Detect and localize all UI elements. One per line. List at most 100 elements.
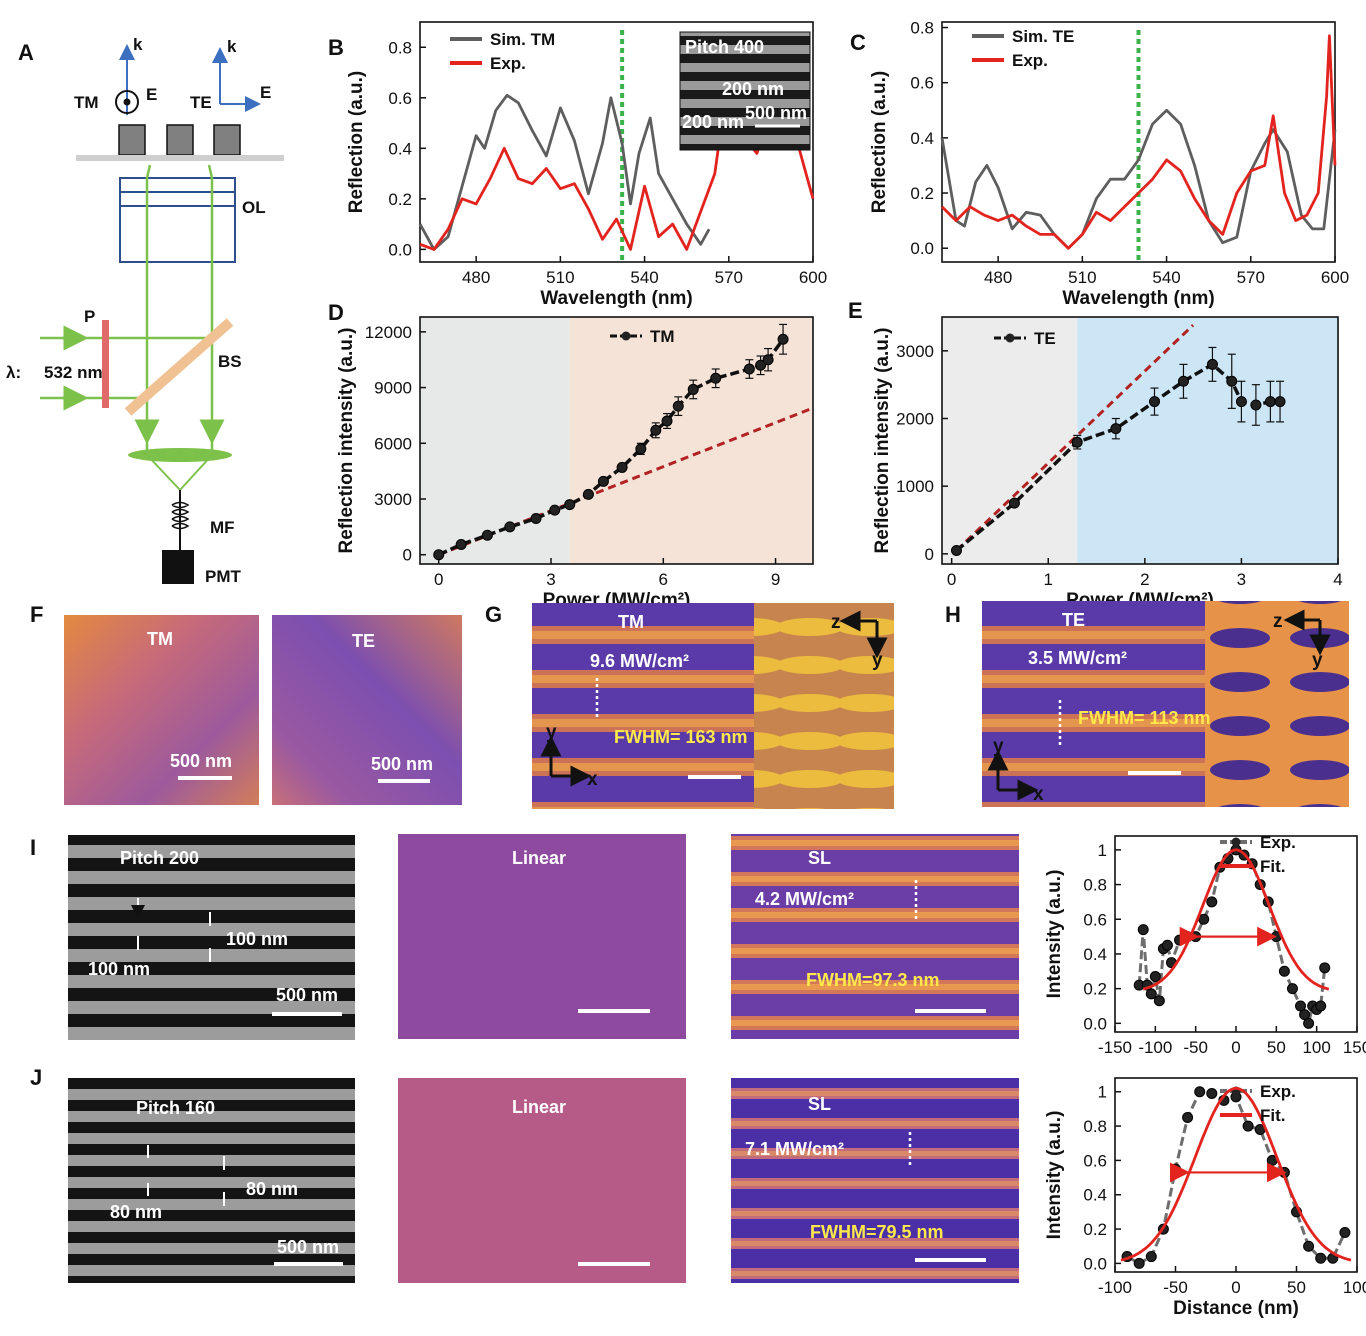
sample-block: [213, 124, 241, 156]
y-tick-label: 12000: [365, 323, 412, 342]
data-point: [582, 488, 594, 500]
x-tick-label: 2: [1140, 570, 1149, 589]
panel-label-h: H: [945, 602, 961, 627]
x-axis-label: Wavelength (nm): [1062, 288, 1214, 309]
panel-label-g: G: [485, 602, 502, 627]
data-point: [1206, 896, 1218, 908]
data-point: [1149, 970, 1161, 982]
data-point: [1242, 1120, 1254, 1132]
axis-y-label: y: [1312, 650, 1323, 671]
data-point: [597, 475, 609, 487]
plot-frame: [941, 316, 1339, 565]
sl-label-j: SL: [808, 1094, 831, 1114]
y-tick-label: 0.6: [910, 74, 934, 93]
x-axis-label: Wavelength (nm): [540, 288, 692, 309]
y-tick-label: 0.0: [1083, 1014, 1107, 1033]
x-tick-label: 6: [659, 570, 668, 589]
tm-label: TM: [74, 93, 99, 112]
legend-label: TM: [650, 327, 675, 346]
series-line-exp-: [941, 34, 1337, 250]
legend-label: Exp.: [1012, 51, 1048, 70]
data-point: [743, 363, 755, 375]
legend-marker: [621, 331, 631, 341]
y-tick-label: 0.2: [388, 190, 412, 209]
panel-label-d: D: [328, 300, 344, 325]
mf-label: MF: [210, 518, 235, 537]
data-point: [1303, 1017, 1315, 1029]
scale-f-te: 500 nm: [371, 754, 433, 774]
y-tick-label: 0.4: [1083, 945, 1107, 964]
data-point: [1303, 1240, 1315, 1252]
data-point: [455, 539, 467, 550]
schematic-diagram: k TM E k TE E OL P BS λ:: [6, 35, 284, 586]
y-tick-label: 0.6: [1083, 1151, 1107, 1170]
x-tick-label: 0: [1231, 1038, 1240, 1057]
series-line-sim-te: [940, 108, 1337, 250]
panel-label-e: E: [848, 298, 863, 323]
data-point: [1319, 962, 1331, 974]
data-point: [762, 354, 774, 366]
shade-region-right: [1077, 317, 1338, 564]
label-g-title: TM: [618, 612, 644, 632]
data-point: [549, 504, 561, 516]
data-point: [1226, 375, 1238, 387]
e-out-of-plane-icon: [115, 90, 139, 114]
axis-y-label: y: [872, 650, 883, 671]
x-tick-label: 540: [630, 268, 658, 287]
x-tick-label: 50: [1267, 1038, 1286, 1057]
data-point: [433, 549, 445, 561]
x-tick-label: 1: [1044, 570, 1053, 589]
axis-x-label: x: [1033, 784, 1044, 805]
shade-region-right: [569, 317, 813, 564]
sl-fwhm-j: FWHM=79.5 nm: [810, 1222, 944, 1242]
y-tick-label: 0.8: [1083, 1117, 1107, 1136]
legend-label: Exp.: [1260, 833, 1296, 852]
image-h-xy: [982, 601, 1205, 807]
bs-label: BS: [218, 352, 242, 371]
data-point: [1264, 396, 1276, 408]
data-point: [661, 415, 673, 427]
data-point: [1182, 1111, 1194, 1123]
y-tick-label: 0.0: [910, 239, 934, 258]
data-point: [481, 529, 493, 541]
data-point: [1250, 399, 1262, 411]
x-axis-label: Distance (nm): [1173, 1298, 1299, 1319]
wavelength-label: 532 nm: [44, 363, 103, 382]
inset-title: Pitch 400: [685, 37, 764, 57]
label-g-fwhm: FWHM= 163 nm: [614, 727, 748, 747]
y-tick-label: 0.2: [910, 184, 934, 203]
legend-label: Fit.: [1260, 857, 1286, 876]
label-h-title: TE: [1062, 610, 1085, 630]
data-point: [1170, 1163, 1181, 1175]
x-tick-label: 3: [546, 570, 555, 589]
x-tick-label: 9: [771, 570, 780, 589]
x-tick-label: 570: [1237, 268, 1265, 287]
linear-label-i: Linear: [512, 848, 566, 868]
legend-marker: [1231, 837, 1241, 847]
y-tick-label: 0.4: [910, 129, 934, 148]
panel-i-images: Pitch 200 100 nm 100 nm 500 nm Linear SL…: [68, 834, 1019, 1040]
panel-label-c: C: [850, 30, 866, 55]
y-axis-label: Intensity (a.u.): [1044, 1111, 1065, 1240]
series-line-sim-tm: [418, 93, 711, 251]
sem-label-i-2: 100 nm: [88, 959, 150, 979]
substrate: [76, 155, 284, 161]
panel-h-images: TE 3.5 MW/cm² FWHM= 113 nm y x z y: [982, 601, 1349, 807]
y-tick-label: 0.8: [388, 38, 412, 57]
y-axis-label: Reflection (a.u.): [869, 71, 890, 214]
sem-title-j: Pitch 160: [136, 1098, 215, 1118]
data-point: [1274, 396, 1286, 408]
data-point: [755, 359, 767, 371]
sem-label-j-2: 80 nm: [110, 1202, 162, 1222]
y-tick-label: 1: [1098, 841, 1107, 860]
x-tick-label: 0: [947, 570, 956, 589]
inset-sem-b: Pitch 400 200 nm 200 nm 500 nm: [679, 31, 811, 151]
inset-scale: 500 nm: [745, 103, 807, 123]
k-label-tm: k: [133, 35, 143, 54]
legend-label: Exp.: [1260, 1082, 1296, 1101]
linear-image-i: [398, 834, 686, 1039]
data-point: [1194, 1086, 1206, 1098]
chart-b-tm-spectrum: 480 510 540 570 600 0.0 0.2 0.4 0.6 0.8 Wavelength…: [346, 21, 827, 309]
